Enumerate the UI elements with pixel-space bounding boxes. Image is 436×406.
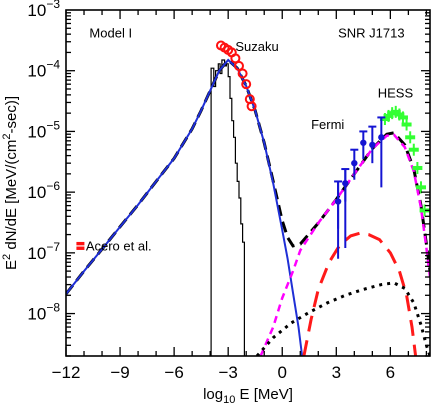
annotation-label: HESS	[378, 86, 414, 101]
y-axis-label-b-sup: 2	[1, 134, 13, 140]
hess-point	[405, 131, 416, 144]
y-axis-label-a-sup: 2	[1, 254, 13, 260]
y-tick-label: 10−6	[27, 179, 60, 202]
y-axis-label-c: -sec)]	[3, 96, 20, 134]
hess-point	[397, 111, 408, 124]
x-axis-label: log10 E [MeV]	[203, 386, 293, 406]
y-axis-label-b: dN/dE [MeV/(cm	[3, 140, 20, 254]
axis-ticks	[65, 10, 430, 357]
suzaku-point	[233, 60, 244, 71]
x-axis-label-unit: E [MeV]	[235, 386, 293, 403]
annotation-label: Suzaku	[235, 39, 278, 54]
x-tick-label: −12	[52, 363, 81, 382]
x-tick-label: −3	[218, 363, 237, 382]
plot-frame	[65, 9, 431, 357]
fermi-point	[368, 125, 377, 164]
y-tick-label: 10−8	[27, 301, 60, 324]
hess-point	[412, 161, 423, 174]
suzaku-point	[241, 79, 252, 90]
x-tick-label: −6	[164, 363, 183, 382]
fermi-point	[377, 116, 386, 188]
annotation-label: Model I	[89, 26, 132, 41]
hess-point	[415, 181, 426, 194]
x-axis-label-log: log	[203, 386, 223, 403]
annotations: Model I SNR J1713 Suzaku HESS Fermi Acero et …	[86, 26, 414, 254]
x-tick-label: 3	[332, 363, 341, 382]
observed-data-points	[75, 40, 430, 259]
fermi-point	[359, 130, 368, 160]
model-curves	[66, 57, 430, 356]
x-tick-label: 6	[386, 363, 395, 382]
series-line-inverse-compton	[259, 133, 430, 356]
suzaku-point	[230, 53, 241, 64]
y-tick-labels: 10−3 10−4 10−5 10−6 10−7 10−8	[27, 0, 60, 324]
y-tick-label: 10−5	[27, 118, 60, 141]
y-tick-label: 10−3	[27, 0, 60, 20]
series-line-pion-decay	[302, 231, 418, 356]
y-tick-label: 10−7	[27, 240, 60, 263]
x-tick-label: −9	[110, 363, 129, 382]
y-tick-label: 10−4	[27, 58, 60, 81]
hess-point	[401, 118, 412, 131]
y-axis-label: E2 dN/dE [MeV/(cm2-sec)]	[1, 96, 20, 270]
acero-point	[75, 241, 86, 250]
x-axis-label-sub: 10	[223, 394, 235, 406]
series-line-synchrotron	[66, 58, 304, 356]
y-axis-label-a: E	[3, 260, 20, 270]
thermal-step-line	[210, 59, 245, 356]
hess-point	[408, 143, 419, 156]
plot-area	[66, 40, 430, 356]
thermal-spectrum	[210, 59, 245, 356]
fermi-point	[350, 148, 359, 180]
series-line-bremsstrahlung	[255, 281, 430, 356]
annotation-label: Fermi	[311, 117, 344, 132]
x-tick-labels: −12 −9 −6 −3 0 3 6	[52, 363, 396, 382]
annotation-label: Acero et al.	[86, 238, 152, 253]
x-tick-label: 0	[278, 363, 287, 382]
suzaku-point	[246, 101, 257, 112]
annotation-label: SNR J1713	[338, 26, 404, 41]
suzaku-point	[237, 68, 248, 79]
